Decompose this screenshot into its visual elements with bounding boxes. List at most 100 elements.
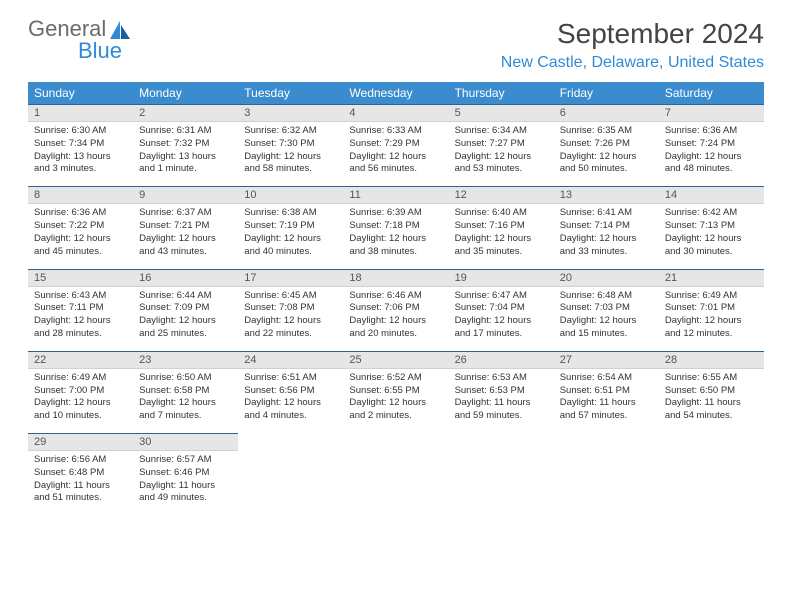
day-cell: 26Sunrise: 6:53 AMSunset: 6:53 PMDayligh… [449,351,554,433]
empty-cell [238,434,343,516]
day-details: Sunrise: 6:31 AMSunset: 7:32 PMDaylight:… [133,122,238,186]
day-number: 26 [449,352,554,369]
day-number: 7 [659,105,764,122]
day-cell: 6Sunrise: 6:35 AMSunset: 7:26 PMDaylight… [554,105,659,187]
day-number: 2 [133,105,238,122]
day-details: Sunrise: 6:42 AMSunset: 7:13 PMDaylight:… [659,204,764,268]
day-details: Sunrise: 6:48 AMSunset: 7:03 PMDaylight:… [554,287,659,351]
day-details: Sunrise: 6:37 AMSunset: 7:21 PMDaylight:… [133,204,238,268]
day-cell: 16Sunrise: 6:44 AMSunset: 7:09 PMDayligh… [133,269,238,351]
header: General Blue September 2024 New Castle, … [28,18,764,72]
day-cell: 10Sunrise: 6:38 AMSunset: 7:19 PMDayligh… [238,187,343,269]
weekday-header: Thursday [449,82,554,105]
day-number: 1 [28,105,133,122]
calendar-body: 1Sunrise: 6:30 AMSunset: 7:34 PMDaylight… [28,105,764,516]
empty-cell [449,434,554,516]
day-cell: 30Sunrise: 6:57 AMSunset: 6:46 PMDayligh… [133,434,238,516]
day-number: 3 [238,105,343,122]
day-number: 9 [133,187,238,204]
logo: General Blue [28,18,132,62]
day-number: 28 [659,352,764,369]
day-details: Sunrise: 6:36 AMSunset: 7:22 PMDaylight:… [28,204,133,268]
day-details: Sunrise: 6:49 AMSunset: 7:01 PMDaylight:… [659,287,764,351]
day-cell: 13Sunrise: 6:41 AMSunset: 7:14 PMDayligh… [554,187,659,269]
day-number: 18 [343,270,448,287]
day-cell: 28Sunrise: 6:55 AMSunset: 6:50 PMDayligh… [659,351,764,433]
day-number: 11 [343,187,448,204]
day-cell: 11Sunrise: 6:39 AMSunset: 7:18 PMDayligh… [343,187,448,269]
weekday-header: Saturday [659,82,764,105]
day-cell: 9Sunrise: 6:37 AMSunset: 7:21 PMDaylight… [133,187,238,269]
day-details: Sunrise: 6:46 AMSunset: 7:06 PMDaylight:… [343,287,448,351]
empty-cell [554,434,659,516]
day-cell: 4Sunrise: 6:33 AMSunset: 7:29 PMDaylight… [343,105,448,187]
title-block: September 2024 New Castle, Delaware, Uni… [501,18,764,72]
day-number: 23 [133,352,238,369]
calendar-week-row: 29Sunrise: 6:56 AMSunset: 6:48 PMDayligh… [28,434,764,516]
day-details: Sunrise: 6:43 AMSunset: 7:11 PMDaylight:… [28,287,133,351]
day-number: 20 [554,270,659,287]
day-details: Sunrise: 6:47 AMSunset: 7:04 PMDaylight:… [449,287,554,351]
day-cell: 2Sunrise: 6:31 AMSunset: 7:32 PMDaylight… [133,105,238,187]
logo-text-top: General [28,18,106,40]
day-cell: 24Sunrise: 6:51 AMSunset: 6:56 PMDayligh… [238,351,343,433]
day-details: Sunrise: 6:36 AMSunset: 7:24 PMDaylight:… [659,122,764,186]
location-text: New Castle, Delaware, United States [501,54,764,72]
day-cell: 1Sunrise: 6:30 AMSunset: 7:34 PMDaylight… [28,105,133,187]
day-number: 8 [28,187,133,204]
day-cell: 29Sunrise: 6:56 AMSunset: 6:48 PMDayligh… [28,434,133,516]
day-number: 25 [343,352,448,369]
day-cell: 22Sunrise: 6:49 AMSunset: 7:00 PMDayligh… [28,351,133,433]
day-number: 15 [28,270,133,287]
day-cell: 23Sunrise: 6:50 AMSunset: 6:58 PMDayligh… [133,351,238,433]
calendar-week-row: 1Sunrise: 6:30 AMSunset: 7:34 PMDaylight… [28,105,764,187]
day-cell: 20Sunrise: 6:48 AMSunset: 7:03 PMDayligh… [554,269,659,351]
day-cell: 5Sunrise: 6:34 AMSunset: 7:27 PMDaylight… [449,105,554,187]
day-number: 5 [449,105,554,122]
day-details: Sunrise: 6:40 AMSunset: 7:16 PMDaylight:… [449,204,554,268]
day-details: Sunrise: 6:55 AMSunset: 6:50 PMDaylight:… [659,369,764,433]
weekday-header: Sunday [28,82,133,105]
day-details: Sunrise: 6:56 AMSunset: 6:48 PMDaylight:… [28,451,133,515]
logo-sail-icon [110,21,132,39]
day-number: 16 [133,270,238,287]
day-details: Sunrise: 6:35 AMSunset: 7:26 PMDaylight:… [554,122,659,186]
day-number: 10 [238,187,343,204]
day-details: Sunrise: 6:34 AMSunset: 7:27 PMDaylight:… [449,122,554,186]
day-details: Sunrise: 6:38 AMSunset: 7:19 PMDaylight:… [238,204,343,268]
day-cell: 8Sunrise: 6:36 AMSunset: 7:22 PMDaylight… [28,187,133,269]
day-details: Sunrise: 6:30 AMSunset: 7:34 PMDaylight:… [28,122,133,186]
day-number: 29 [28,434,133,451]
weekday-header: Tuesday [238,82,343,105]
day-cell: 17Sunrise: 6:45 AMSunset: 7:08 PMDayligh… [238,269,343,351]
day-details: Sunrise: 6:32 AMSunset: 7:30 PMDaylight:… [238,122,343,186]
day-number: 21 [659,270,764,287]
day-number: 30 [133,434,238,451]
day-number: 14 [659,187,764,204]
calendar-week-row: 15Sunrise: 6:43 AMSunset: 7:11 PMDayligh… [28,269,764,351]
day-cell: 25Sunrise: 6:52 AMSunset: 6:55 PMDayligh… [343,351,448,433]
day-details: Sunrise: 6:52 AMSunset: 6:55 PMDaylight:… [343,369,448,433]
day-cell: 12Sunrise: 6:40 AMSunset: 7:16 PMDayligh… [449,187,554,269]
weekday-header-row: SundayMondayTuesdayWednesdayThursdayFrid… [28,82,764,105]
day-details: Sunrise: 6:45 AMSunset: 7:08 PMDaylight:… [238,287,343,351]
weekday-header: Wednesday [343,82,448,105]
calendar-week-row: 8Sunrise: 6:36 AMSunset: 7:22 PMDaylight… [28,187,764,269]
day-number: 12 [449,187,554,204]
day-cell: 15Sunrise: 6:43 AMSunset: 7:11 PMDayligh… [28,269,133,351]
day-details: Sunrise: 6:53 AMSunset: 6:53 PMDaylight:… [449,369,554,433]
day-cell: 14Sunrise: 6:42 AMSunset: 7:13 PMDayligh… [659,187,764,269]
day-cell: 7Sunrise: 6:36 AMSunset: 7:24 PMDaylight… [659,105,764,187]
calendar-week-row: 22Sunrise: 6:49 AMSunset: 7:00 PMDayligh… [28,351,764,433]
day-details: Sunrise: 6:44 AMSunset: 7:09 PMDaylight:… [133,287,238,351]
day-details: Sunrise: 6:33 AMSunset: 7:29 PMDaylight:… [343,122,448,186]
day-details: Sunrise: 6:49 AMSunset: 7:00 PMDaylight:… [28,369,133,433]
day-number: 22 [28,352,133,369]
day-cell: 27Sunrise: 6:54 AMSunset: 6:51 PMDayligh… [554,351,659,433]
logo-text-bottom: Blue [78,40,122,62]
empty-cell [659,434,764,516]
month-title: September 2024 [501,18,764,50]
day-number: 13 [554,187,659,204]
day-cell: 18Sunrise: 6:46 AMSunset: 7:06 PMDayligh… [343,269,448,351]
day-cell: 21Sunrise: 6:49 AMSunset: 7:01 PMDayligh… [659,269,764,351]
